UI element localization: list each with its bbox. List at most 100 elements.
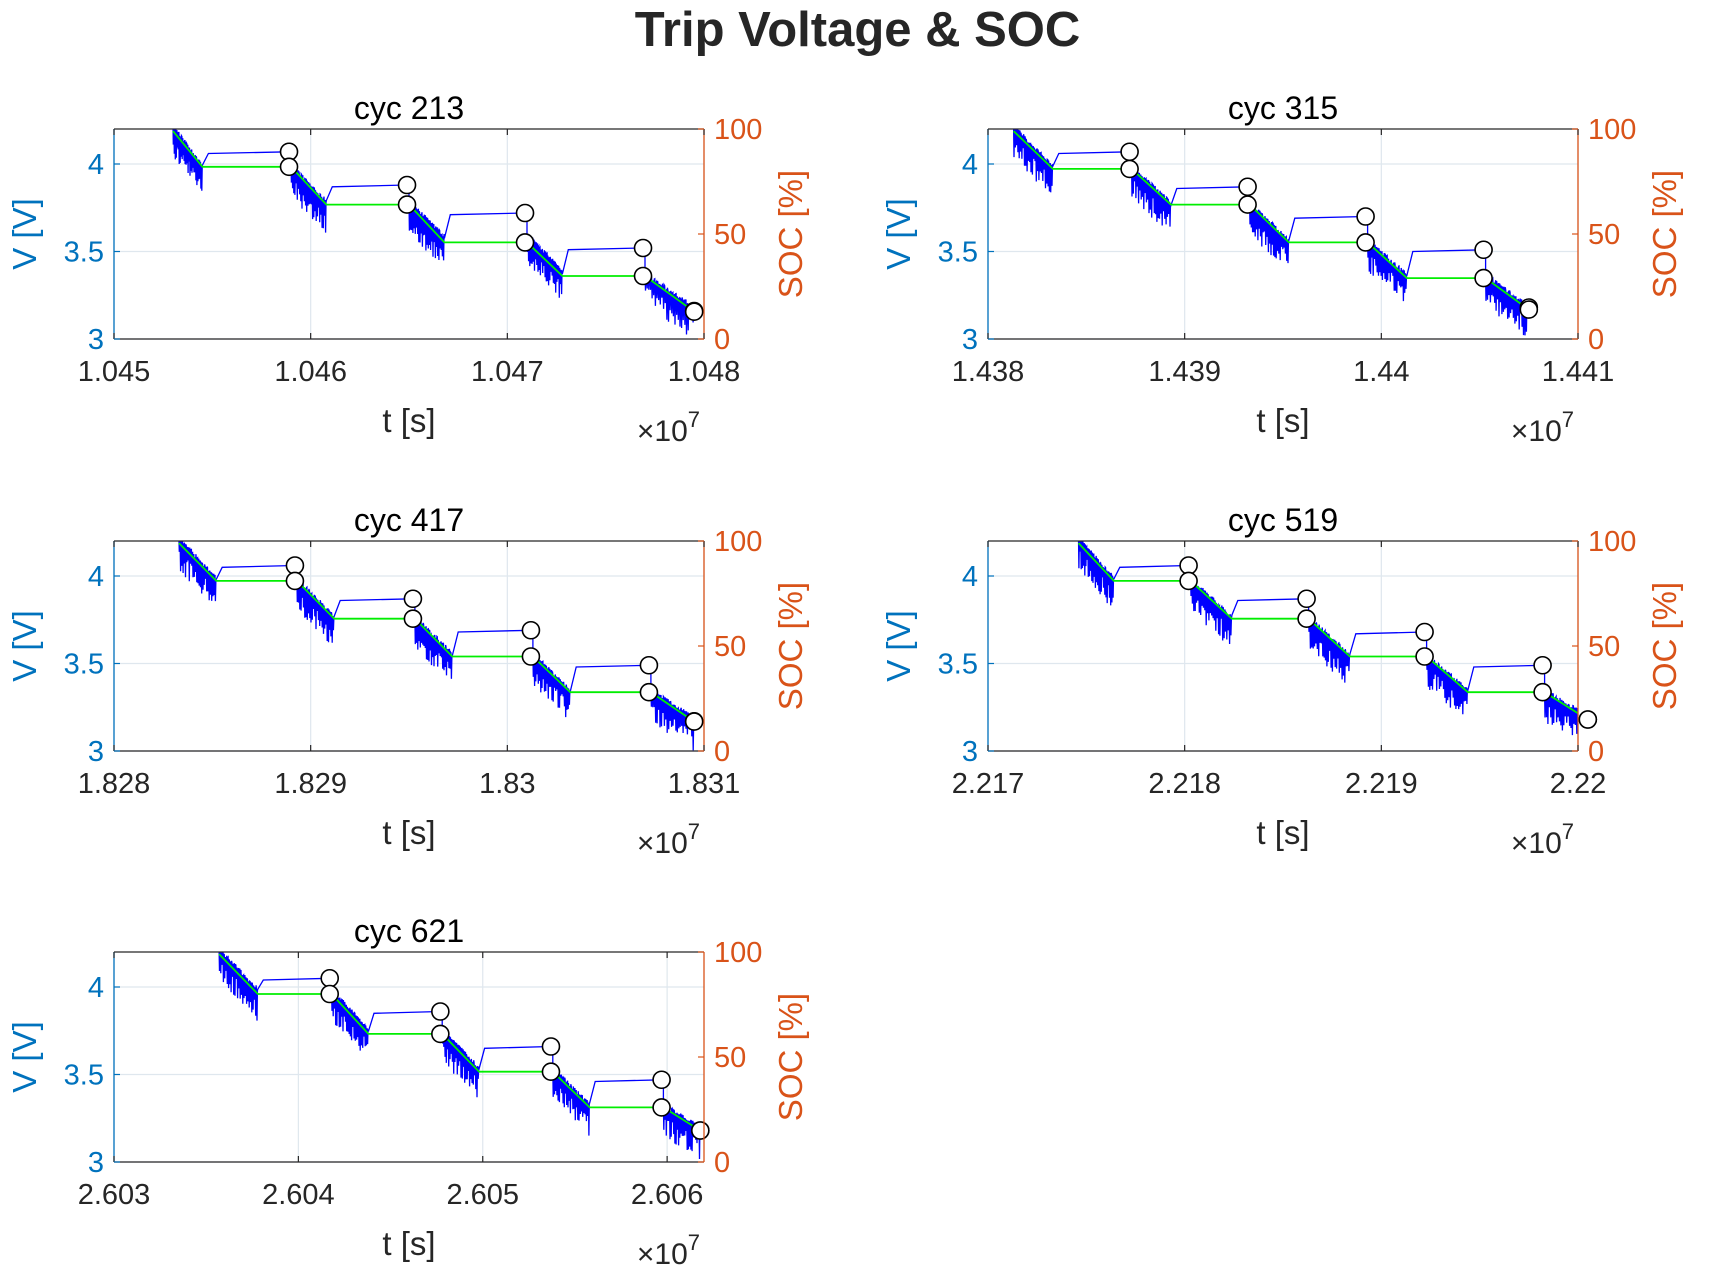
y-left-tick-label: 3.5 (938, 649, 978, 681)
y-left-tick-label: 4 (88, 561, 104, 593)
x-tick-label: 1.829 (274, 768, 347, 800)
plot-content (1012, 129, 1530, 336)
y-left-axis-label: V [V] (880, 198, 917, 270)
plot-area (114, 129, 704, 339)
trip-soc-marker (403, 609, 423, 629)
y-left-tick-label: 4 (88, 972, 104, 1004)
subplot-title: cyc 315 (1228, 90, 1338, 126)
x-tick-label: 1.441 (1542, 356, 1615, 388)
trip-soc-marker (320, 984, 340, 1004)
x-tick-label: 1.83 (479, 768, 535, 800)
plot-content (1077, 541, 1578, 739)
trip-voltage-marker (652, 1070, 671, 1090)
x-exponent-label: ×107 (1511, 407, 1574, 448)
y-right-tick-label: 100 (714, 526, 762, 558)
y-right-axis-label: SOC [%] (1646, 170, 1683, 298)
x-tick-label: 1.047 (471, 356, 544, 388)
subplot-3: 1.828 1.829 1.83 1.831 3 3.5 4 0 50 100 cyc 417 t [… (6, 502, 809, 860)
y-right-tick-label: 100 (1588, 114, 1636, 146)
x-tick-label: 1.048 (668, 356, 741, 388)
y-right-tick-label: 100 (714, 114, 762, 146)
x-exponent-label: ×107 (637, 819, 700, 860)
trip-soc-marker (1179, 571, 1198, 591)
trip-voltage-marker (431, 1002, 450, 1021)
y-left-tick-label: 3.5 (64, 237, 104, 269)
y-right-axis-label: SOC [%] (772, 170, 809, 298)
y-right-tick-label: 0 (1588, 736, 1604, 768)
y-right-tick-label: 100 (1588, 526, 1636, 558)
trip-voltage-marker (1356, 207, 1375, 226)
y-right-tick-label: 0 (714, 1147, 730, 1179)
soc-line (1012, 130, 1530, 311)
soc-line (218, 953, 701, 1132)
soc-line (172, 130, 695, 313)
trip-soc-marker (1356, 233, 1375, 252)
y-left-axis-label: V [V] (6, 1021, 43, 1093)
trip-soc-marker (639, 682, 659, 702)
x-tick-label: 2.218 (1148, 768, 1221, 800)
y-right-tick-label: 0 (1588, 324, 1604, 356)
voltage-line (1077, 541, 1578, 739)
x-tick-label: 1.046 (274, 356, 347, 388)
subplot-title: cyc 417 (354, 502, 464, 538)
trip-voltage-marker (639, 655, 659, 675)
y-right-tick-label: 50 (1588, 219, 1620, 251)
plot-area (988, 541, 1578, 751)
x-tick-label: 2.604 (262, 1179, 335, 1211)
trip-soc-marker (1120, 159, 1139, 179)
subplot-5: 2.603 2.604 2.605 2.606 3 3.5 4 0 50 100 cyc 621 t … (6, 913, 809, 1270)
x-tick-label: 1.831 (668, 768, 741, 800)
subplot-title: cyc 519 (1228, 502, 1338, 538)
trip-soc-marker (1578, 710, 1598, 729)
y-right-tick-label: 50 (714, 1042, 746, 1074)
trip-soc-marker (1238, 195, 1257, 214)
y-right-tick-label: 50 (714, 219, 746, 251)
y-left-tick-label: 3 (962, 736, 978, 768)
trip-voltage-marker (1238, 177, 1257, 197)
x-axis-label: t [s] (1256, 814, 1309, 851)
figure-title: Trip Voltage & SOC (634, 3, 1081, 57)
y-right-axis-label: SOC [%] (772, 582, 809, 710)
trip-voltage-marker (1120, 142, 1139, 162)
trip-voltage-marker (1179, 556, 1198, 575)
trip-soc-marker (1474, 268, 1493, 288)
y-left-tick-label: 3 (88, 324, 104, 356)
trip-soc-marker (691, 1121, 710, 1140)
trip-soc-marker (1519, 300, 1539, 319)
trip-voltage-marker (1474, 240, 1493, 260)
y-left-tick-label: 3.5 (64, 1060, 104, 1092)
subplot-title: cyc 621 (354, 913, 464, 949)
trip-soc-marker (431, 1024, 450, 1044)
y-right-tick-label: 50 (714, 631, 746, 663)
x-tick-label: 2.219 (1345, 768, 1418, 800)
trip-voltage-marker (397, 175, 417, 195)
subplot-1: 1.045 1.046 1.047 1.048 3 3.5 4 0 50 100 cyc 213 t … (6, 90, 809, 448)
y-left-tick-label: 4 (962, 149, 978, 181)
trip-voltage-marker (633, 238, 653, 258)
x-axis-label: t [s] (382, 814, 435, 851)
y-left-tick-label: 3 (962, 324, 978, 356)
y-left-tick-label: 3.5 (64, 649, 104, 681)
trip-voltage-marker (1533, 655, 1552, 675)
y-left-axis-label: V [V] (880, 610, 917, 682)
y-right-axis-label: SOC [%] (772, 993, 809, 1121)
y-right-tick-label: 100 (714, 937, 762, 969)
subplot-2: 1.438 1.439 1.44 1.441 3 3.5 4 0 50 100 cyc 315 t [… (880, 90, 1683, 448)
trip-voltage-marker (285, 556, 305, 575)
y-left-axis-label: V [V] (6, 198, 43, 270)
y-left-tick-label: 3.5 (938, 237, 978, 269)
trip-voltage-marker (1415, 622, 1434, 642)
y-left-axis-label: V [V] (6, 610, 43, 682)
trip-soc-marker (279, 157, 299, 177)
soc-line (1077, 542, 1578, 715)
x-tick-label: 1.44 (1353, 356, 1409, 388)
trip-voltage-marker (515, 203, 535, 223)
trip-soc-marker (521, 647, 541, 666)
x-exponent-label: ×107 (637, 1230, 700, 1270)
plot-content (178, 541, 695, 751)
x-axis-label: t [s] (382, 402, 435, 439)
trip-soc-marker (397, 195, 417, 214)
trip-voltage-marker (521, 620, 541, 640)
x-tick-label: 2.605 (446, 1179, 519, 1211)
